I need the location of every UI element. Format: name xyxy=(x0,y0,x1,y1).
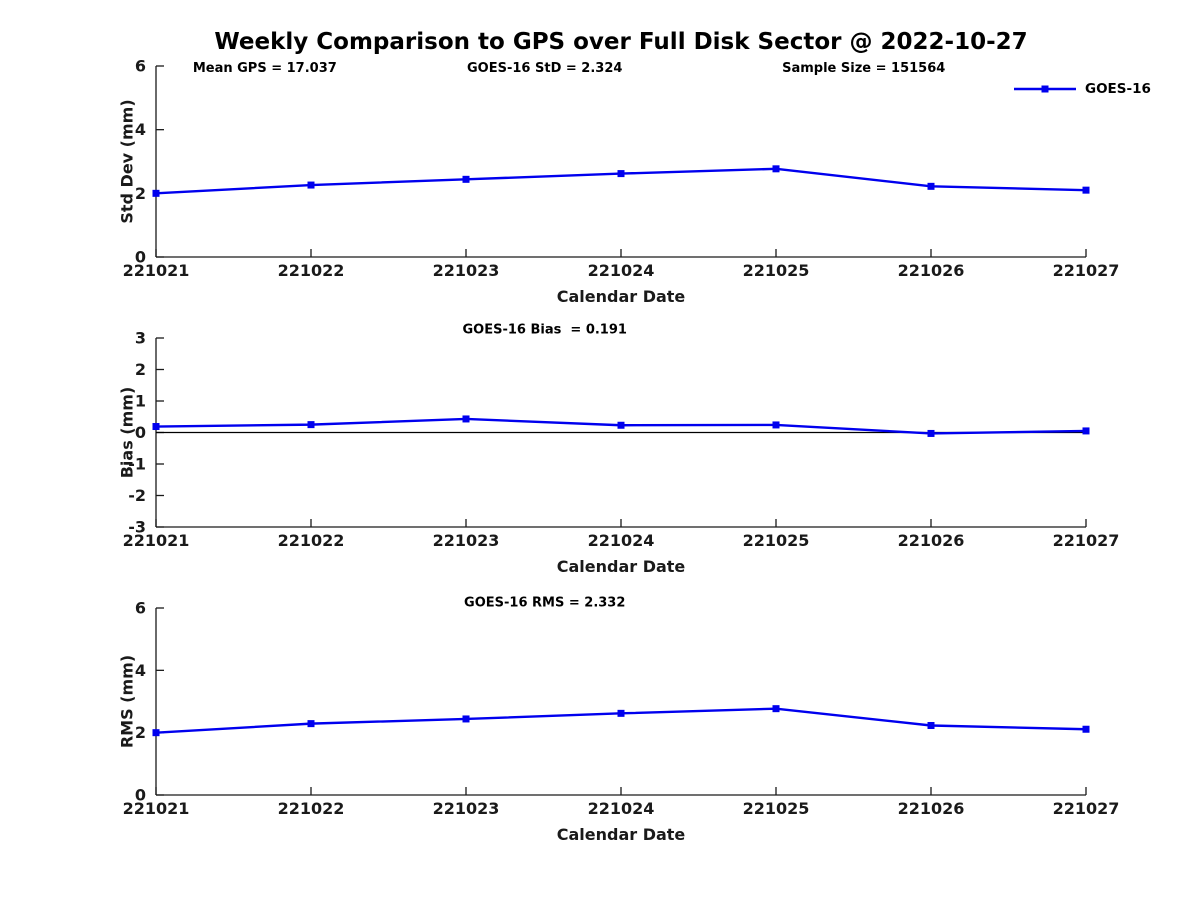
y-tick-label: 2 xyxy=(135,360,146,379)
data-point-marker xyxy=(152,189,160,197)
x-tick-label: 221021 xyxy=(123,531,190,550)
data-point-marker xyxy=(152,729,160,737)
legend: GOES-16 xyxy=(1012,81,1151,97)
x-tick-label: 221025 xyxy=(743,799,810,818)
x-tick-label: 221021 xyxy=(123,799,190,818)
x-tick-label: 221025 xyxy=(743,531,810,550)
x-tick-label: 221026 xyxy=(898,799,965,818)
plot-annotation: Mean GPS = 17.037 xyxy=(193,61,337,76)
data-point-marker xyxy=(927,429,935,437)
legend-line-marker-icon xyxy=(1014,85,1076,93)
x-tick-label: 221023 xyxy=(433,531,500,550)
data-point-marker xyxy=(462,175,470,183)
y-tick-label: 0 xyxy=(135,786,146,805)
data-point-marker xyxy=(307,181,315,189)
y-tick-label: 4 xyxy=(135,661,146,680)
data-point-marker xyxy=(927,182,935,190)
y-axis-label: Bias (mm) xyxy=(118,387,137,479)
y-tick-label: 6 xyxy=(135,599,146,618)
data-point-marker xyxy=(772,165,780,173)
y-tick-label: 1 xyxy=(135,392,146,411)
x-tick-label: 221026 xyxy=(898,531,965,550)
data-point-marker xyxy=(152,423,160,431)
x-axis-label: Calendar Date xyxy=(557,825,686,844)
plot-annotation: GOES-16 RMS = 2.332 xyxy=(464,596,625,611)
data-point-marker xyxy=(462,415,470,423)
y-axis-label: RMS (mm) xyxy=(118,655,137,748)
data-point-marker xyxy=(617,170,625,178)
x-tick-label: 221023 xyxy=(433,799,500,818)
x-tick-label: 221022 xyxy=(278,531,345,550)
plot-annotation: GOES-16 Bias = 0.191 xyxy=(463,323,627,338)
y-tick-label: 2 xyxy=(135,184,146,203)
legend-label: GOES-16 xyxy=(1085,81,1151,97)
data-point-marker xyxy=(772,421,780,429)
data-point-marker xyxy=(1082,427,1090,435)
x-tick-label: 221027 xyxy=(1053,531,1120,550)
x-tick-label: 221024 xyxy=(588,261,655,280)
y-tick-label: -3 xyxy=(128,518,146,537)
y-tick-label: 0 xyxy=(135,248,146,267)
data-point-marker xyxy=(1082,186,1090,194)
x-tick-label: 221023 xyxy=(433,261,500,280)
plot-annotation: GOES-16 StD = 2.324 xyxy=(467,61,622,76)
data-point-marker xyxy=(307,421,315,429)
y-axis-label: Std Dev (mm) xyxy=(118,99,137,223)
data-point-marker xyxy=(617,421,625,429)
data-point-marker xyxy=(1082,725,1090,733)
y-tick-label: 6 xyxy=(135,57,146,76)
chart-title: Weekly Comparison to GPS over Full Disk … xyxy=(214,29,1028,55)
data-point-marker xyxy=(927,721,935,729)
x-axis-label: Calendar Date xyxy=(557,287,686,306)
y-tick-label: 4 xyxy=(135,120,146,139)
x-tick-label: 221025 xyxy=(743,261,810,280)
data-point-marker xyxy=(307,720,315,728)
x-tick-label: 221026 xyxy=(898,261,965,280)
x-tick-label: 221021 xyxy=(123,261,190,280)
x-tick-label: 221022 xyxy=(278,799,345,818)
x-tick-label: 221024 xyxy=(588,799,655,818)
x-axis-label: Calendar Date xyxy=(557,557,686,576)
plot-annotation: Sample Size = 151564 xyxy=(782,61,945,76)
y-tick-label: 2 xyxy=(135,723,146,742)
x-tick-label: 221022 xyxy=(278,261,345,280)
y-tick-label: -2 xyxy=(128,486,146,505)
x-tick-label: 221024 xyxy=(588,531,655,550)
x-tick-label: 221027 xyxy=(1053,261,1120,280)
y-tick-label: -1 xyxy=(128,455,146,474)
data-point-marker xyxy=(462,715,470,723)
data-point-marker xyxy=(617,709,625,717)
data-point-marker xyxy=(772,705,780,713)
y-tick-label: 3 xyxy=(135,329,146,348)
x-tick-label: 221027 xyxy=(1053,799,1120,818)
y-tick-label: 0 xyxy=(135,423,146,442)
